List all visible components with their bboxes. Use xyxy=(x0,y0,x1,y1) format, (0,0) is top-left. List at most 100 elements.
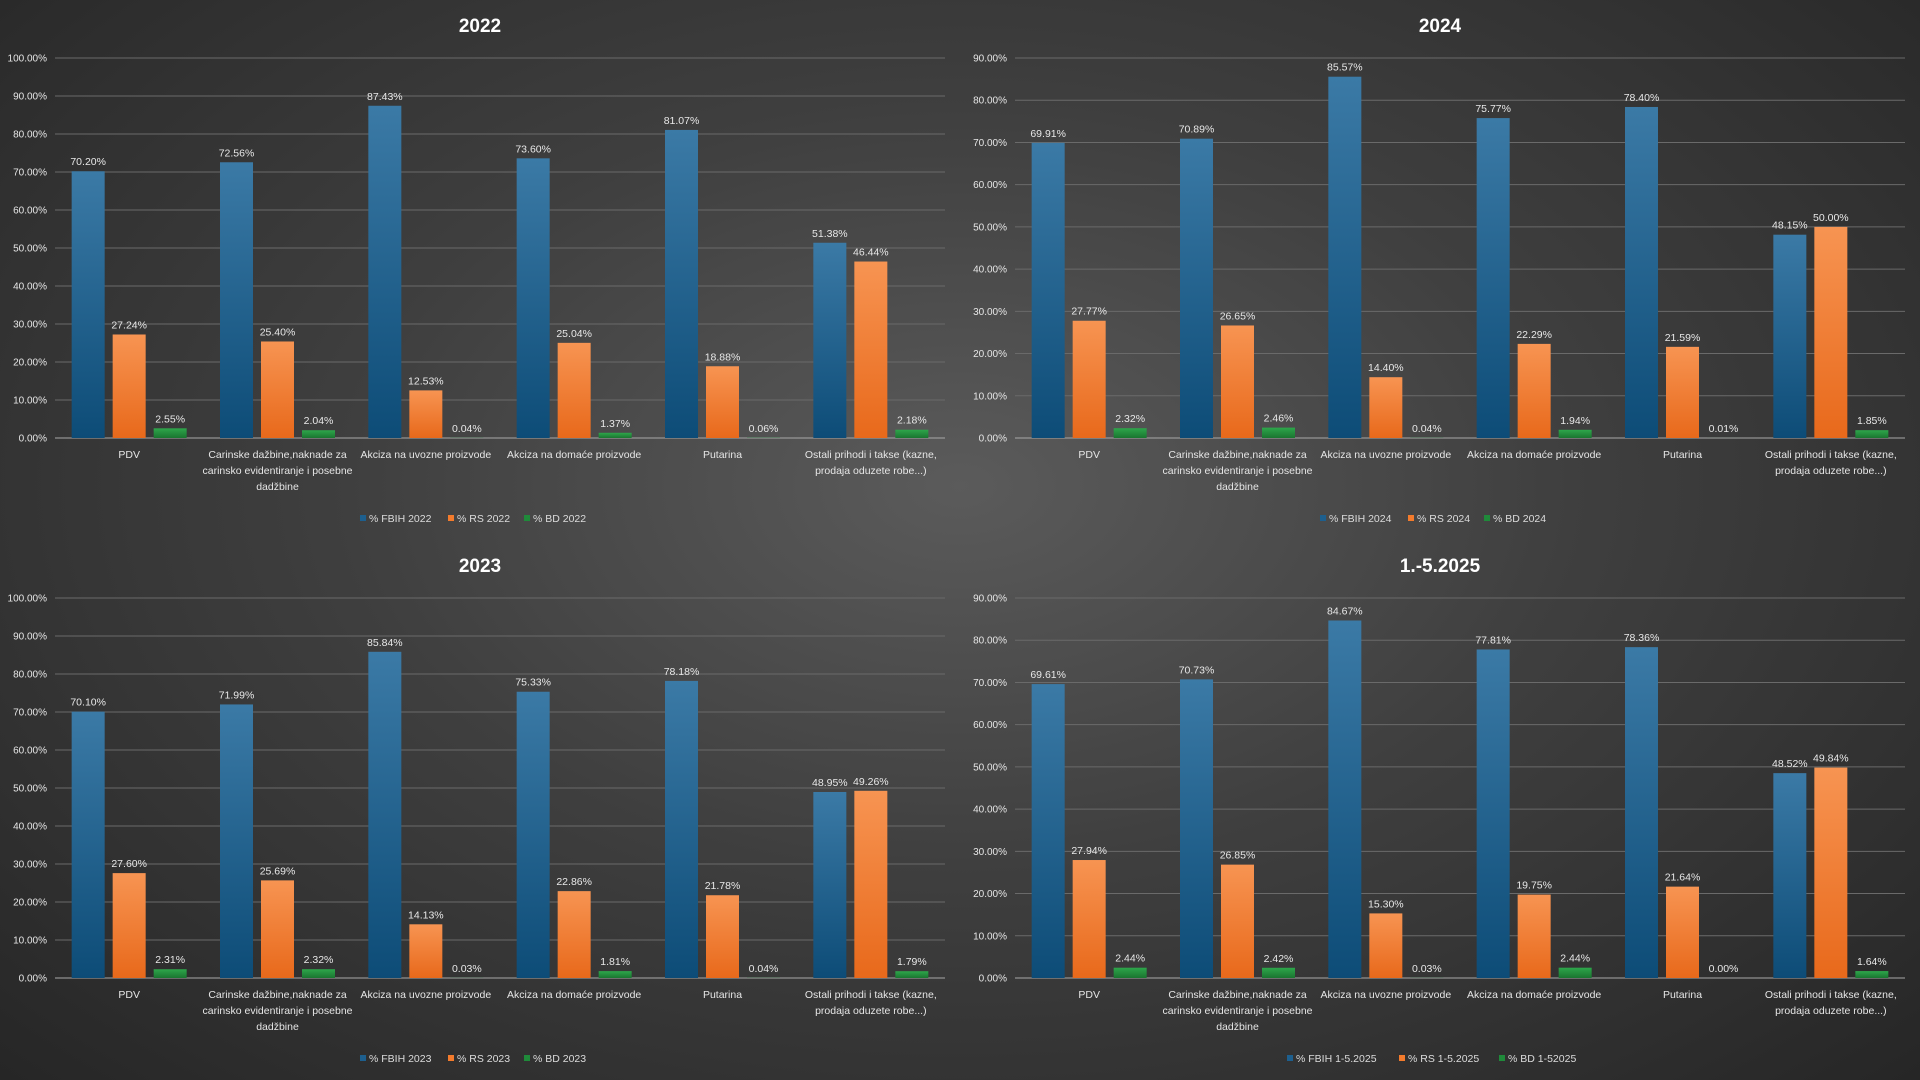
category-label: Putarina xyxy=(1663,989,1702,1001)
y-tick-label: 80.00% xyxy=(973,96,1007,107)
data-label: 85.84% xyxy=(367,637,403,649)
y-tick-label: 90.00% xyxy=(973,54,1007,65)
data-label: 0.03% xyxy=(1412,963,1442,975)
bar xyxy=(895,971,929,978)
category-label: Ostali prihodi i takse (kazne, prodaja od… xyxy=(1765,449,1897,477)
data-label: 70.20% xyxy=(70,156,106,168)
bar xyxy=(1221,864,1254,978)
category-label: Putarina xyxy=(703,449,742,461)
y-tick-label: 0.00% xyxy=(979,974,1007,985)
data-label: 22.86% xyxy=(556,876,592,888)
data-label: 77.81% xyxy=(1475,634,1511,646)
data-label: 81.07% xyxy=(664,115,700,127)
y-tick-label: 60.00% xyxy=(973,180,1007,191)
y-tick-label: 30.00% xyxy=(973,307,1007,318)
data-label: 1.64% xyxy=(1857,956,1887,968)
data-label: 1.79% xyxy=(897,956,927,968)
data-label: 14.13% xyxy=(408,909,444,921)
bar xyxy=(153,969,187,978)
y-tick-label: 50.00% xyxy=(973,222,1007,233)
data-label: 0.03% xyxy=(452,963,482,975)
chart-2024: 2024 0.00% 10.00% 20.00% 30.00% 40.00% 50.00% 6… xyxy=(973,16,1905,525)
legend-label: % RS 2024 xyxy=(1417,513,1470,525)
data-label: 51.38% xyxy=(812,228,848,240)
data-label: 85.57% xyxy=(1327,62,1363,74)
bar xyxy=(854,790,888,978)
bar xyxy=(516,691,550,978)
category-label: Akciza na domaće proizvode xyxy=(1467,989,1601,1001)
y-tick-label: 0.00% xyxy=(979,434,1007,445)
data-label: 84.67% xyxy=(1327,606,1363,618)
data-label: 48.15% xyxy=(1772,220,1808,232)
bar xyxy=(706,366,739,438)
y-tick-label: 70.00% xyxy=(973,138,1007,149)
category-label: Carinske dažbine,naknade za carinsko evid… xyxy=(1162,449,1312,493)
bar xyxy=(1814,767,1848,978)
y-tick-label: 80.00% xyxy=(973,636,1007,647)
chart-title: 2022 xyxy=(459,16,501,37)
y-tick-label: 90.00% xyxy=(13,632,47,643)
data-label: 0.04% xyxy=(452,423,482,435)
bar xyxy=(71,711,105,978)
data-label: 1.85% xyxy=(1857,415,1887,427)
bar xyxy=(1221,325,1254,438)
category-label: Ostali prihodi i takse (kazne, prodaja od… xyxy=(1765,989,1897,1017)
data-label: 0.06% xyxy=(749,423,779,435)
data-label: 49.26% xyxy=(853,776,889,788)
bar xyxy=(1072,320,1106,438)
bar xyxy=(1262,967,1295,978)
data-label: 75.77% xyxy=(1475,103,1511,115)
chart-2025-jan-may: 1.-5.2025 0.00% 10.00% 20.00% 30.00% 40.00% 50… xyxy=(973,556,1905,1065)
bar xyxy=(1773,773,1807,978)
y-tick-label: 30.00% xyxy=(13,860,47,871)
legend-label: % RS 2022 xyxy=(457,513,510,525)
y-tick-label: 40.00% xyxy=(13,282,47,293)
legend-label: % FBIH 2023 xyxy=(369,1053,432,1065)
data-label: 2.44% xyxy=(1115,953,1145,965)
legend-label: % FBIH 2022 xyxy=(369,513,432,525)
bar xyxy=(1328,620,1362,978)
data-label: 2.44% xyxy=(1560,953,1590,965)
data-label: 87.43% xyxy=(367,91,403,103)
category-label: PDV xyxy=(1078,449,1100,461)
bar xyxy=(1625,106,1658,438)
data-label: 70.73% xyxy=(1179,664,1215,676)
category-label: Putarina xyxy=(1663,449,1702,461)
bar xyxy=(302,969,335,978)
y-tick-label: 10.00% xyxy=(973,391,1007,402)
data-label: 1.37% xyxy=(600,418,630,430)
bar xyxy=(112,334,146,438)
bar xyxy=(557,891,591,978)
data-label: 2.32% xyxy=(1115,413,1145,425)
legend-swatch xyxy=(1408,515,1414,521)
y-tick-label: 70.00% xyxy=(13,168,47,179)
bar xyxy=(1180,679,1213,978)
y-tick-label: 0.00% xyxy=(19,974,47,985)
data-label: 2.18% xyxy=(897,415,927,427)
y-tick-label: 30.00% xyxy=(13,320,47,331)
bar xyxy=(1031,684,1065,978)
data-label: 25.40% xyxy=(260,326,296,338)
data-label: 0.04% xyxy=(1412,423,1442,435)
y-tick-label: 60.00% xyxy=(13,206,47,217)
data-label: 19.75% xyxy=(1516,880,1552,892)
bar xyxy=(1773,234,1807,438)
bar xyxy=(1666,346,1699,438)
bar xyxy=(665,129,698,438)
bar xyxy=(368,651,402,978)
data-label: 21.64% xyxy=(1665,872,1701,884)
data-label: 71.99% xyxy=(219,689,255,701)
bar xyxy=(854,261,888,438)
data-label: 2.32% xyxy=(304,954,334,966)
data-label: 25.69% xyxy=(260,865,296,877)
bar xyxy=(1666,886,1699,978)
data-label: 25.04% xyxy=(556,328,592,340)
bar xyxy=(1476,649,1510,978)
category-label: PDV xyxy=(118,449,140,461)
y-tick-label: 50.00% xyxy=(13,244,47,255)
bar xyxy=(409,924,443,978)
chart-title: 1.-5.2025 xyxy=(1400,556,1481,577)
legend-label: % BD 2022 xyxy=(533,513,586,525)
bar xyxy=(1113,967,1147,978)
